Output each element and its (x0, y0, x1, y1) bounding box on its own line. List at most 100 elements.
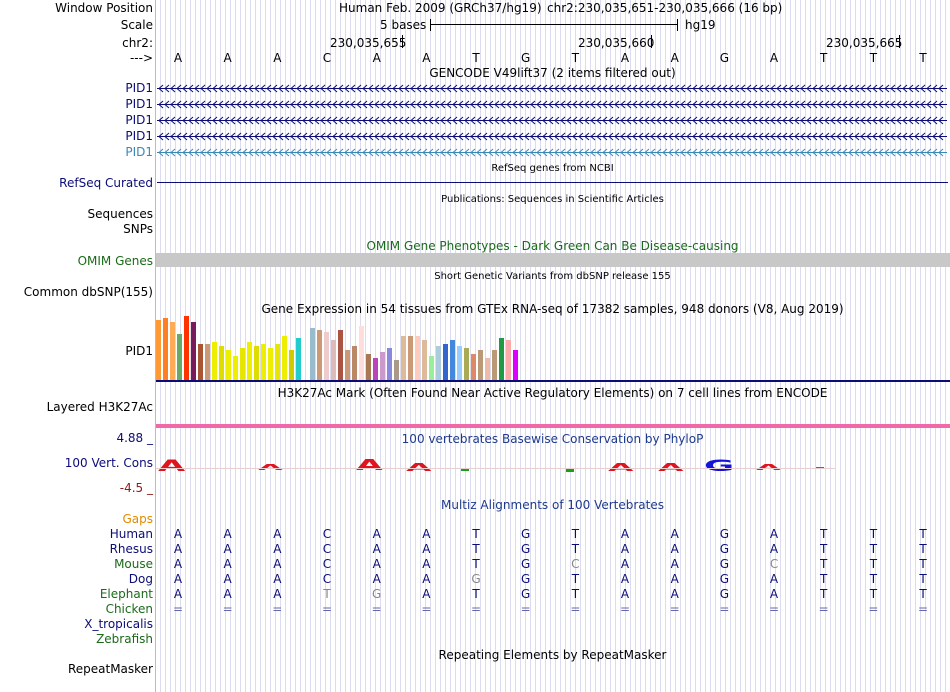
track-label-gaps[interactable]: Gaps (122, 512, 153, 526)
track-label-snps[interactable]: SNPs (123, 222, 153, 236)
aligned-base: T (571, 527, 580, 541)
gtex-bar-plot[interactable] (156, 312, 536, 380)
gtex-tissue-bar[interactable] (205, 344, 210, 380)
gtex-tissue-bar[interactable] (492, 350, 497, 380)
cons-logo[interactable]: A A A A A A G A (156, 452, 950, 474)
track-label-omim[interactable]: OMIM Genes (77, 254, 153, 268)
track-label-h3k27ac[interactable]: Layered H3K27Ac (46, 400, 153, 414)
gtex-tissue-bar[interactable] (282, 336, 287, 380)
gene-label-pid1[interactable]: PID1 (125, 97, 153, 111)
gtex-tissue-bar[interactable] (219, 346, 224, 380)
gene-body-pid1[interactable] (157, 132, 947, 141)
omim-gene-bar[interactable] (156, 253, 950, 267)
aligned-base: A (273, 527, 282, 541)
gtex-tissue-bar[interactable] (478, 350, 483, 380)
refseq-gene-line[interactable] (157, 182, 948, 183)
species-label-chicken[interactable]: Chicken (105, 602, 153, 616)
gtex-tissue-bar[interactable] (324, 332, 329, 380)
cons-letter-a: A (158, 456, 186, 475)
gtex-tissue-bar[interactable] (394, 360, 399, 380)
track-label-cons[interactable]: 100 Vert. Cons (64, 456, 153, 470)
gtex-tissue-bar[interactable] (296, 338, 301, 380)
gtex-tissue-bar[interactable] (506, 340, 511, 380)
gtex-tissue-bar[interactable] (289, 350, 294, 380)
gtex-tissue-bar[interactable] (513, 350, 518, 380)
gtex-tissue-bar[interactable] (212, 342, 217, 380)
aligned-base: A (422, 542, 431, 556)
gtex-tissue-bar[interactable] (457, 346, 462, 380)
gtex-tissue-bar[interactable] (233, 356, 238, 380)
gtex-tissue-bar[interactable] (310, 328, 315, 380)
gene-body-pid1[interactable] (157, 148, 947, 157)
gene-label-pid1[interactable]: PID1 (125, 129, 153, 143)
gtex-tissue-bar[interactable] (177, 334, 182, 380)
species-label-human[interactable]: Human (109, 527, 153, 541)
gtex-tissue-bar[interactable] (345, 350, 350, 380)
gene-body-pid1[interactable] (157, 116, 947, 125)
gtex-tissue-bar[interactable] (422, 340, 427, 380)
gtex-tissue-bar[interactable] (184, 316, 189, 380)
gtex-tissue-bar[interactable] (366, 354, 371, 380)
gtex-tissue-bar[interactable] (317, 330, 322, 380)
gtex-tissue-bar[interactable] (163, 318, 168, 380)
aligned-base: = (719, 602, 730, 616)
gtex-tissue-bar[interactable] (268, 348, 273, 380)
gtex-tissue-bar[interactable] (464, 348, 469, 380)
gtex-tissue-bar[interactable] (275, 344, 280, 380)
species-label-zebrafish[interactable]: Zebrafish (96, 632, 153, 646)
gtex-tissue-bar[interactable] (261, 344, 266, 380)
gtex-tissue-bar[interactable] (408, 336, 413, 380)
gtex-tissue-bar[interactable] (191, 322, 196, 380)
species-label-mouse[interactable]: Mouse (114, 557, 153, 571)
gtex-tissue-bar[interactable] (380, 352, 385, 380)
species-label-dog[interactable]: Dog (128, 572, 153, 586)
aligned-base: G (471, 572, 481, 586)
aligned-base: = (918, 602, 929, 616)
gene-label-pid1[interactable]: PID1 (125, 113, 153, 127)
species-label-elephant[interactable]: Elephant (99, 587, 153, 601)
aligned-base: G (521, 587, 531, 601)
track-title-cons: 100 vertebrates Basewise Conservation by… (401, 432, 704, 446)
gtex-tissue-bar[interactable] (226, 350, 231, 380)
cons-min-label: -4.5 _ (119, 481, 153, 495)
gtex-tissue-bar[interactable] (450, 340, 455, 380)
ref-base: A (422, 51, 431, 65)
gtex-tissue-bar[interactable] (254, 346, 259, 380)
gtex-tissue-bar[interactable] (352, 346, 357, 380)
gtex-tissue-bar[interactable] (485, 358, 490, 380)
gtex-tissue-bar[interactable] (247, 342, 252, 380)
gtex-tissue-bar[interactable] (401, 336, 406, 380)
ref-base: A (769, 51, 779, 65)
gtex-tissue-bar[interactable] (443, 344, 448, 380)
gtex-tissue-bar[interactable] (373, 358, 378, 380)
aligned-base: A (223, 587, 232, 601)
track-label-refseq[interactable]: RefSeq Curated (59, 176, 153, 190)
ref-base: G (521, 51, 531, 65)
cons-letter-a: A (756, 464, 781, 472)
gtex-tissue-bar[interactable] (338, 330, 343, 380)
gtex-tissue-bar[interactable] (156, 320, 161, 380)
gtex-tissue-bar[interactable] (436, 346, 441, 380)
gtex-tissue-bar[interactable] (170, 322, 175, 380)
gene-label-pid1[interactable]: PID1 (125, 145, 153, 159)
species-label-rhesus[interactable]: Rhesus (109, 542, 153, 556)
aligned-base: T (820, 542, 828, 556)
h3k27ac-signal[interactable] (156, 424, 950, 428)
gtex-tissue-bar[interactable] (198, 344, 203, 380)
gtex-tissue-bar[interactable] (359, 326, 364, 380)
species-label-x_tropicalis[interactable]: X_tropicalis (84, 617, 153, 631)
gtex-tissue-bar[interactable] (387, 348, 392, 380)
track-label-dbsnp[interactable]: Common dbSNP(155) (23, 285, 153, 299)
gtex-tissue-bar[interactable] (499, 338, 504, 380)
gtex-tissue-bar[interactable] (240, 348, 245, 380)
gene-body-pid1[interactable] (157, 100, 947, 109)
gtex-tissue-bar[interactable] (429, 356, 434, 380)
track-label-gtex-pid1[interactable]: PID1 (125, 344, 153, 358)
gtex-tissue-bar[interactable] (415, 336, 420, 380)
track-label-repeatmasker[interactable]: RepeatMasker (67, 662, 153, 676)
gene-label-pid1[interactable]: PID1 (125, 81, 153, 95)
gene-body-pid1[interactable] (157, 84, 947, 93)
gtex-tissue-bar[interactable] (471, 354, 476, 380)
track-label-sequences[interactable]: Sequences (87, 207, 153, 221)
gtex-tissue-bar[interactable] (331, 340, 336, 380)
